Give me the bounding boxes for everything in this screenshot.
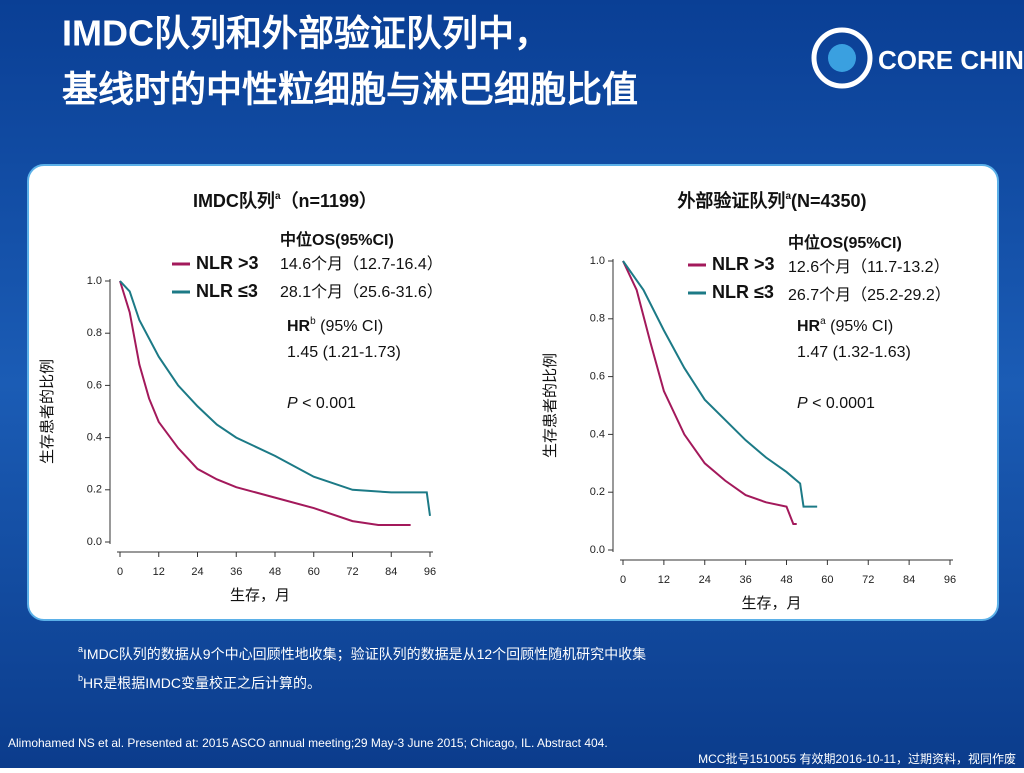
chart-title-suffix: （n=1199） bbox=[281, 191, 378, 211]
footnote: aIMDC队列的数据从9个中心回顾性地收集；验证队列的数据是从12个回顾性随机研… bbox=[78, 644, 646, 662]
x-tick-label: 72 bbox=[862, 574, 874, 586]
hr-text: HR bbox=[287, 318, 311, 335]
hr-label: HRb (95% CI) bbox=[287, 316, 383, 336]
x-tick-label: 60 bbox=[821, 574, 833, 586]
x-tick-label: 12 bbox=[658, 574, 670, 586]
y-tick-label: 0.0 bbox=[590, 544, 605, 556]
chart-title: 外部验证队列a(N=4350) bbox=[677, 190, 866, 211]
legend-label: NLR >3 bbox=[712, 254, 775, 274]
p-value: P < 0.0001 bbox=[797, 395, 875, 412]
x-tick-label: 0 bbox=[620, 574, 626, 586]
x-tick-label: 24 bbox=[699, 574, 711, 586]
logo-ring bbox=[811, 27, 873, 89]
survival-curve bbox=[622, 260, 818, 508]
title-line: IMDC队列和外部验证队列中， bbox=[62, 13, 550, 54]
x-tick-label: 24 bbox=[191, 566, 203, 578]
hr-ci: (95% CI) bbox=[316, 318, 384, 335]
y-axis-label: 生存患者的比例 bbox=[542, 353, 559, 458]
hr-value: 1.47 (1.32-1.63) bbox=[797, 344, 911, 361]
y-tick-label: 1.0 bbox=[590, 255, 605, 267]
x-axis-label: 生存，月 bbox=[230, 587, 290, 604]
survival-curve bbox=[119, 280, 431, 517]
chart-title-text: IMDC队列 bbox=[193, 190, 275, 211]
legend-label: NLR ≤3 bbox=[196, 281, 258, 301]
hr-note: a bbox=[820, 316, 826, 327]
survival-curve bbox=[622, 260, 797, 525]
footnote-text: HR是根据IMDC变量校正之后计算的。 bbox=[83, 675, 321, 691]
x-tick-label: 48 bbox=[269, 566, 281, 578]
hr-label: HRa (95% CI) bbox=[797, 316, 893, 336]
y-tick-label: 0.0 bbox=[87, 536, 102, 548]
footnote-text: IMDC队列的数据从9个中心回顾性地收集；验证队列的数据是从12个回顾性随机研究… bbox=[83, 646, 646, 663]
logo-dot bbox=[828, 44, 856, 72]
os-header: 中位OS(95%CI) bbox=[280, 230, 394, 249]
x-tick-label: 12 bbox=[153, 566, 165, 578]
chart-title: IMDC队列a（n=1199） bbox=[193, 190, 377, 211]
y-tick-label: 0.6 bbox=[87, 379, 102, 391]
x-tick-label: 96 bbox=[424, 566, 436, 578]
p-value: P < 0.001 bbox=[287, 395, 356, 412]
citation: Alimohamed NS et al. Presented at: 2015 … bbox=[8, 736, 608, 750]
disclaimer: MCC批号1510055 有效期2016-10-11，过期资料，视同作废 bbox=[698, 751, 1016, 766]
y-tick-label: 1.0 bbox=[87, 275, 102, 287]
os-header: 中位OS(95%CI) bbox=[788, 233, 902, 252]
p-text: < 0.0001 bbox=[808, 395, 875, 412]
y-tick-label: 0.8 bbox=[87, 327, 102, 339]
footnote-mark: b bbox=[78, 673, 83, 683]
x-tick-label: 36 bbox=[230, 566, 242, 578]
y-tick-label: 0.2 bbox=[590, 486, 605, 498]
os-value: 12.6个月（11.7-13.2） bbox=[788, 258, 950, 276]
chart-title-text: 外部验证队列 bbox=[677, 190, 785, 211]
survival-curve bbox=[119, 280, 411, 527]
x-tick-label: 36 bbox=[740, 574, 752, 586]
footnote: bHR是根据IMDC变量校正之后计算的。 bbox=[78, 673, 321, 690]
hr-note: b bbox=[310, 316, 316, 327]
hr-ci: (95% CI) bbox=[826, 318, 894, 335]
os-value: 14.6个月（12.7-16.4） bbox=[280, 255, 443, 273]
os-value: 28.1个月（25.6-31.6） bbox=[280, 283, 443, 301]
p-text: < 0.001 bbox=[298, 395, 356, 412]
x-tick-label: 60 bbox=[308, 566, 320, 578]
legend-label: NLR ≤3 bbox=[712, 282, 774, 302]
chart-title-note: a bbox=[785, 191, 791, 202]
x-tick-label: 84 bbox=[385, 566, 397, 578]
y-tick-label: 0.4 bbox=[590, 428, 605, 440]
p-label: P bbox=[797, 395, 808, 412]
y-tick-label: 0.2 bbox=[87, 484, 102, 496]
x-tick-label: 72 bbox=[346, 566, 358, 578]
x-tick-label: 96 bbox=[944, 574, 956, 586]
logo: CORE CHINA bbox=[878, 45, 1024, 75]
y-tick-label: 0.8 bbox=[590, 313, 605, 325]
y-tick-label: 0.4 bbox=[87, 432, 102, 444]
y-axis-label: 生存患者的比例 bbox=[39, 359, 56, 464]
title-line: 基线时的中性粒细胞与淋巴细胞比值 bbox=[62, 69, 638, 110]
legend-label: NLR >3 bbox=[196, 253, 259, 273]
x-tick-label: 0 bbox=[117, 566, 123, 578]
chart-title-suffix: (N=4350) bbox=[791, 191, 867, 211]
chart-title-note: a bbox=[275, 191, 281, 202]
x-axis-label: 生存，月 bbox=[741, 595, 801, 612]
x-tick-label: 48 bbox=[780, 574, 792, 586]
hr-value: 1.45 (1.21-1.73) bbox=[287, 344, 401, 361]
hr-text: HR bbox=[797, 318, 821, 335]
panel bbox=[27, 164, 999, 621]
x-tick-label: 84 bbox=[903, 574, 915, 586]
footnote-mark: a bbox=[78, 644, 83, 654]
y-tick-label: 0.6 bbox=[590, 371, 605, 383]
os-value: 26.7个月（25.2-29.2） bbox=[788, 286, 951, 304]
p-label: P bbox=[287, 395, 298, 412]
